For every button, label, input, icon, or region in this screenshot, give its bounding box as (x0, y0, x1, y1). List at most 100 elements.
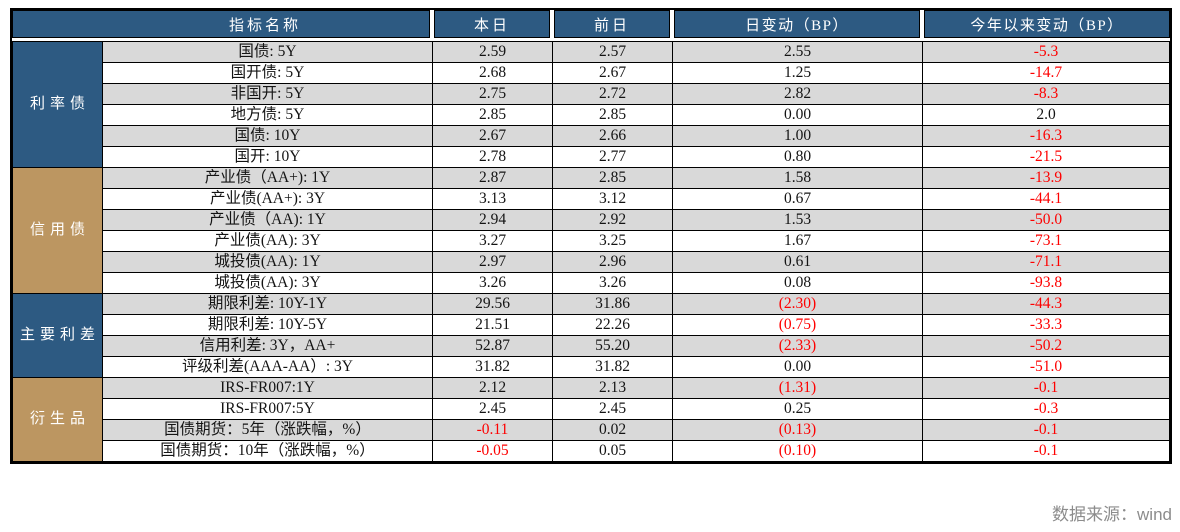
data-source-note: 数据来源：wind (1052, 505, 1172, 524)
indicator-cell: 城投债(AA): 1Y (102, 251, 433, 273)
col-header-day-change-bp: 日变动（BP） (674, 10, 920, 38)
prev-day-cell: 55.20 (552, 335, 673, 357)
ytd-change-cell: -71.1 (922, 251, 1170, 273)
today-cell: 2.59 (432, 41, 553, 63)
table-row: 产业债(AA): 3Y 3.27 3.25 1.67 -73.1 (13, 230, 1170, 252)
prev-day-cell: 2.85 (552, 167, 673, 189)
category-cell: 主要利差 (12, 293, 103, 378)
table-row: 信用利差: 3Y，AA+ 52.87 55.20 (2.33) -50.2 (13, 335, 1170, 357)
day-change-cell: 2.55 (672, 41, 923, 63)
prev-day-cell: 0.02 (552, 419, 673, 441)
today-cell: 31.82 (432, 356, 553, 378)
prev-day-cell: 2.67 (552, 62, 673, 84)
prev-day-cell: 2.57 (552, 41, 673, 63)
day-change-cell: (2.33) (672, 335, 923, 357)
table-row: 信用债 产业债（AA+): 1Y 2.87 2.85 1.58 -13.9 (12, 167, 1170, 294)
prev-day-cell: 2.77 (552, 146, 673, 168)
today-cell: 2.87 (432, 167, 553, 189)
market-data-table: 指标名称 本日 前日 日变动（BP） 今年以来变动（BP） 利率债 国债: 5Y 2… (10, 8, 1172, 464)
today-cell: -0.11 (432, 419, 553, 441)
indicator-cell: 国债期货：10年（涨跌幅，%） (102, 440, 433, 462)
category-cell: 衍生品 (12, 377, 103, 462)
table-row: 衍生品 IRS-FR007:1Y 2.12 2.13 (1.31) -0.1 (12, 377, 1170, 462)
day-change-cell: 2.82 (672, 83, 923, 105)
day-change-cell: (1.31) (672, 377, 923, 399)
today-cell: 3.27 (432, 230, 553, 252)
ytd-change-cell: -50.0 (922, 209, 1170, 231)
day-change-cell: 1.58 (672, 167, 923, 189)
ytd-change-cell: -44.1 (922, 188, 1170, 210)
today-cell: 2.75 (432, 83, 553, 105)
ytd-change-cell: -8.3 (922, 83, 1170, 105)
prev-day-cell: 31.82 (552, 356, 673, 378)
today-cell: 2.94 (432, 209, 553, 231)
table-row: 地方债: 5Y 2.85 2.85 0.00 2.0 (13, 104, 1170, 126)
today-cell: 2.12 (432, 377, 553, 399)
prev-day-cell: 2.45 (552, 398, 673, 420)
today-cell: 3.13 (432, 188, 553, 210)
prev-day-cell: 22.26 (552, 314, 673, 336)
table-header-row: 指标名称 本日 前日 日变动（BP） 今年以来变动（BP） (12, 10, 1170, 38)
prev-day-cell: 3.25 (552, 230, 673, 252)
ytd-change-cell: -14.7 (922, 62, 1170, 84)
table-row: 城投债(AA): 1Y 2.97 2.96 0.61 -71.1 (13, 251, 1170, 273)
day-change-cell: (0.10) (672, 440, 923, 462)
today-cell: 29.56 (432, 293, 553, 315)
table-body: 利率债 国债: 5Y 2.59 2.57 2.55 -5.3 国开债: 5Y 2.68 2.67… (12, 41, 1170, 462)
ytd-change-cell: -21.5 (922, 146, 1170, 168)
today-cell: 2.45 (432, 398, 553, 420)
ytd-change-cell: -0.3 (922, 398, 1170, 420)
day-change-cell: 1.53 (672, 209, 923, 231)
today-cell: 2.78 (432, 146, 553, 168)
day-change-cell: 0.80 (672, 146, 923, 168)
indicator-cell: 国债: 5Y (102, 41, 433, 63)
today-cell: 2.68 (432, 62, 553, 84)
today-cell: 21.51 (432, 314, 553, 336)
table-row: 城投债(AA): 3Y 3.26 3.26 0.08 -93.8 (13, 272, 1170, 294)
indicator-cell: 期限利差: 10Y-5Y (102, 314, 433, 336)
prev-day-cell: 2.72 (552, 83, 673, 105)
table-row: 国债期货：10年（涨跌幅，%） -0.05 0.05 (0.10) -0.1 (13, 440, 1170, 462)
day-change-cell: 0.00 (672, 104, 923, 126)
col-header-prev-day: 前日 (554, 10, 670, 38)
ytd-change-cell: -0.1 (922, 419, 1170, 441)
table-row: 产业债(AA+): 3Y 3.13 3.12 0.67 -44.1 (13, 188, 1170, 210)
indicator-cell: 信用利差: 3Y，AA+ (102, 335, 433, 357)
today-cell: 3.26 (432, 272, 553, 294)
ytd-change-cell: -0.1 (922, 377, 1170, 399)
day-change-cell: 0.61 (672, 251, 923, 273)
indicator-cell: 地方债: 5Y (102, 104, 433, 126)
ytd-change-cell: -73.1 (922, 230, 1170, 252)
indicator-cell: 产业债(AA+): 3Y (102, 188, 433, 210)
day-change-cell: (0.13) (672, 419, 923, 441)
today-cell: 2.85 (432, 104, 553, 126)
ytd-change-cell: -13.9 (922, 167, 1170, 189)
indicator-cell: 产业债（AA): 1Y (102, 209, 433, 231)
indicator-cell: 评级利差(AAA-AA）: 3Y (102, 356, 433, 378)
col-header-indicator-name: 指标名称 (12, 10, 430, 38)
indicator-cell: 国债: 10Y (102, 125, 433, 147)
prev-day-cell: 2.85 (552, 104, 673, 126)
indicator-cell: IRS-FR007:1Y (102, 377, 433, 399)
day-change-cell: (2.30) (672, 293, 923, 315)
today-cell: 52.87 (432, 335, 553, 357)
ytd-change-cell: -44.3 (922, 293, 1170, 315)
day-change-cell: 1.25 (672, 62, 923, 84)
indicator-cell: 非国开: 5Y (102, 83, 433, 105)
ytd-change-cell: -51.0 (922, 356, 1170, 378)
ytd-change-cell: -0.1 (922, 440, 1170, 462)
ytd-change-cell: -5.3 (922, 41, 1170, 63)
day-change-cell: 0.00 (672, 356, 923, 378)
ytd-change-cell: -50.2 (922, 335, 1170, 357)
prev-day-cell: 2.96 (552, 251, 673, 273)
prev-day-cell: 2.13 (552, 377, 673, 399)
indicator-cell: 城投债(AA): 3Y (102, 272, 433, 294)
report-page: 指标名称 本日 前日 日变动（BP） 今年以来变动（BP） 利率债 国债: 5Y 2… (10, 8, 1172, 524)
day-change-cell: 0.08 (672, 272, 923, 294)
category-cell: 利率债 (12, 41, 103, 168)
today-cell: -0.05 (432, 440, 553, 462)
indicator-cell: 产业债（AA+): 1Y (102, 167, 433, 189)
indicator-cell: 国开债: 5Y (102, 62, 433, 84)
day-change-cell: 0.25 (672, 398, 923, 420)
category-cell: 信用债 (12, 167, 103, 294)
